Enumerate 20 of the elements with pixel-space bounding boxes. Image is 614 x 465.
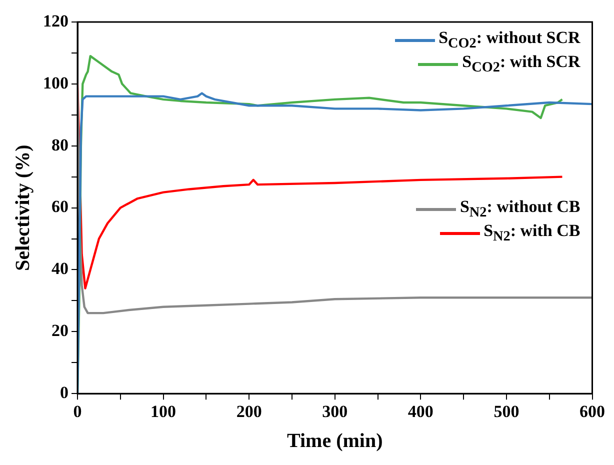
y-tick-label: 20: [52, 321, 68, 340]
x-tick-label: 500: [494, 402, 520, 422]
y-axis-title: Selectivity (%): [12, 144, 34, 271]
x-tick-label: 0: [73, 402, 82, 422]
x-tick-label: 300: [322, 402, 348, 422]
x-tick-label: 400: [408, 402, 434, 422]
x-axis-title: Time (min): [287, 430, 383, 452]
legend-label: S$_{N2}$: without CB: [460, 196, 580, 222]
legend-label: S$_{CO2}$: with SCR: [462, 52, 580, 78]
x-tick-label: 600: [580, 402, 605, 422]
y-tick-label: 60: [52, 197, 68, 216]
y-tick-label: 0: [60, 382, 68, 402]
legend-label: S$_{CO2}$: without SCR: [438, 28, 580, 54]
legend-label: S$_{N2}$: with CB: [484, 220, 580, 246]
y-tick-label: 100: [43, 73, 68, 92]
x-tick-label: 200: [236, 402, 262, 422]
y-tick-label: 80: [52, 135, 68, 154]
y-tick-label: 40: [52, 259, 68, 278]
y-tick-label: 120: [43, 11, 68, 30]
x-tick-label: 100: [150, 402, 176, 422]
